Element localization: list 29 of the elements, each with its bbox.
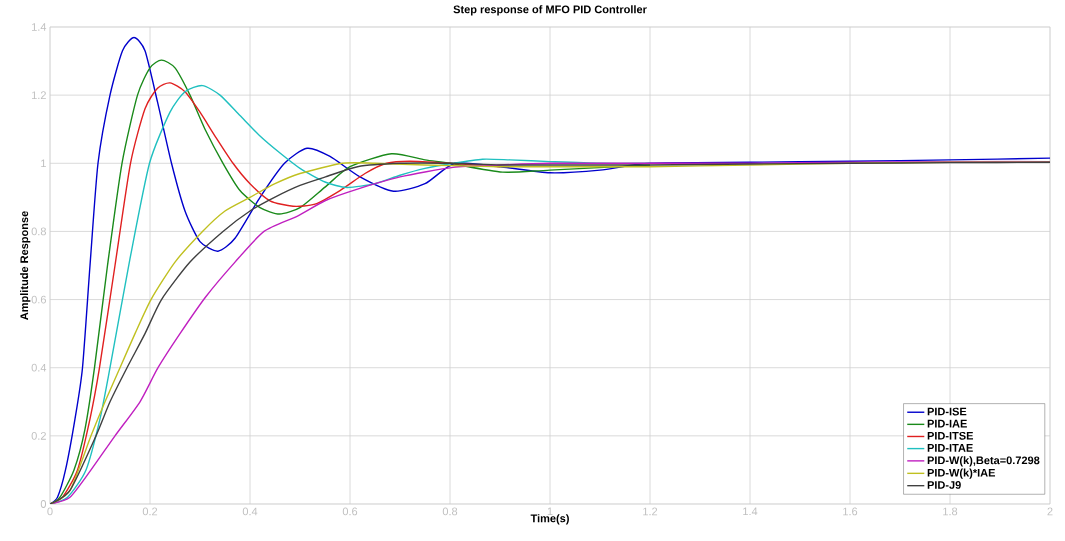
y-tick-label: 0.2 [31,431,46,440]
legend-label: PID-J9 [927,481,961,489]
x-axis-title: Time(s) [530,514,569,525]
legend-label: PID-ITAE [927,444,973,452]
y-tick-label: 0.4 [31,363,47,372]
x-tick-label: 0.8 [442,507,458,516]
y-axis-title: Amplitude Response [20,211,31,320]
legend-label: PID-W(k)*IAE [927,468,996,479]
y-tick-label: 1.2 [32,91,46,99]
chart-title: Step response of MFO PID Controller [453,5,647,16]
x-tick-label: 0.2 [142,507,158,516]
x-tick-label: 1.2 [643,507,658,516]
y-tick-label: 0.8 [31,227,46,236]
y-tick-label: 1.4 [32,23,47,31]
x-tick-label: 0.4 [242,507,258,516]
legend-label: PID-ITSE [927,431,974,440]
x-tick-label: 1 [547,507,553,516]
y-tick-label: 0 [40,500,47,508]
x-tick-label: 1.8 [943,507,958,516]
legend-label: PID-ISE [927,407,967,416]
x-tick-label: 0.6 [342,507,358,516]
x-tick-label: 2 [1047,507,1053,516]
y-tick-label: 1 [41,159,46,168]
y-tick-label: 0.6 [31,295,46,304]
line-series [50,36,1051,504]
legend-label: PID-IAE [927,419,967,428]
x-tick-label: 1.6 [843,507,858,516]
x-tick-label: 1.4 [743,507,758,516]
legend-label: PID-W(k),Beta=0.7298 [927,456,1040,467]
